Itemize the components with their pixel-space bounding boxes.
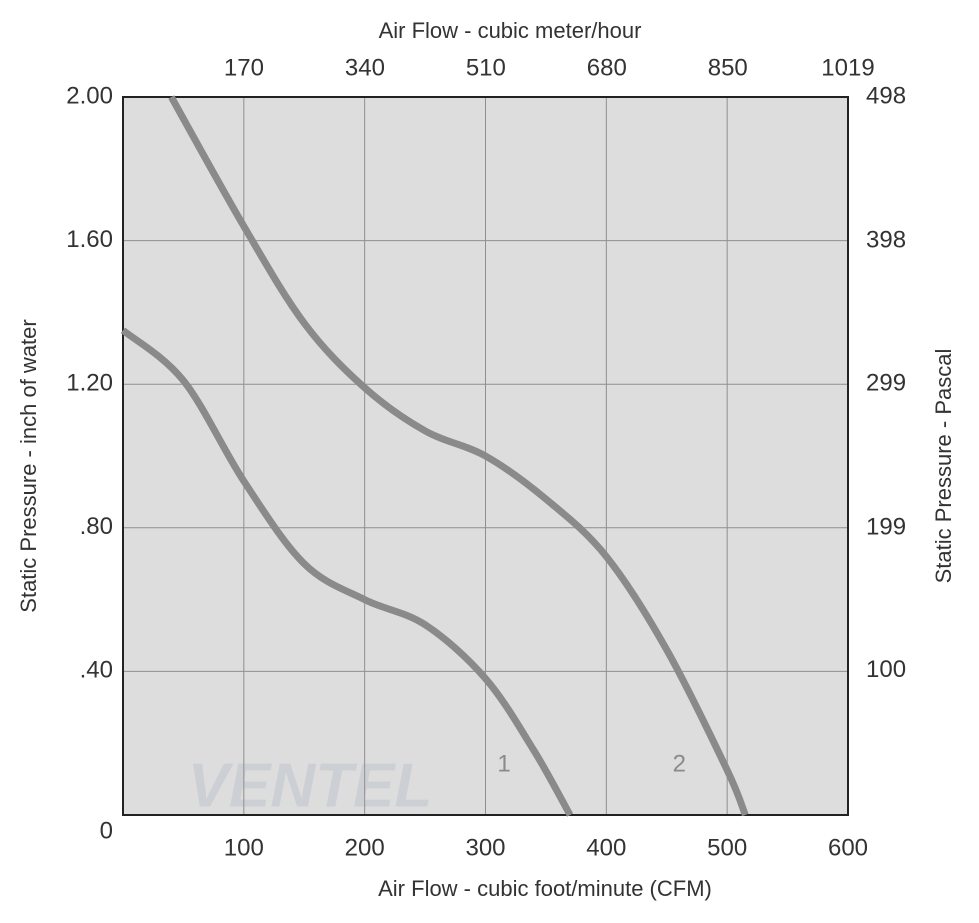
x2-tick-label: 510 bbox=[466, 54, 506, 81]
x-axis-title: Air Flow - cubic foot/minute (CFM) bbox=[378, 876, 712, 901]
line bbox=[120, 327, 574, 817]
series-label: 2 bbox=[673, 750, 686, 777]
x-tick-label: 600 bbox=[828, 834, 868, 861]
x-tick-label: 200 bbox=[345, 834, 385, 861]
x2-tick-label: 850 bbox=[708, 54, 748, 81]
line bbox=[168, 95, 749, 817]
plot-frame bbox=[122, 96, 849, 816]
y2-axis-title: Static Pressure - Pascal bbox=[931, 349, 956, 584]
x2-tick-label: 170 bbox=[224, 54, 264, 81]
x2-tick-label: 1019 bbox=[821, 54, 874, 81]
x2-tick-label: 340 bbox=[345, 54, 385, 81]
y2-tick-label: 100 bbox=[866, 656, 906, 683]
x2-axis-title: Air Flow - cubic meter/hour bbox=[379, 18, 642, 43]
watermark: VENTEL bbox=[188, 751, 433, 820]
y-tick-label: 0 bbox=[100, 817, 113, 844]
y-tick-label: 1.20 bbox=[66, 370, 113, 397]
y-tick-label: .40 bbox=[80, 657, 113, 684]
y-tick-label: 1.60 bbox=[66, 226, 113, 253]
x-tick-label: 100 bbox=[224, 834, 264, 861]
x-tick-label: 400 bbox=[586, 834, 626, 861]
x-tick-label: 500 bbox=[707, 834, 747, 861]
y2-tick-label: 299 bbox=[866, 369, 906, 396]
y-axis-title: Static Pressure - inch of water bbox=[16, 319, 41, 612]
x-tick-label: 300 bbox=[465, 834, 505, 861]
y2-tick-label: 498 bbox=[866, 82, 906, 109]
x2-tick-label: 680 bbox=[587, 54, 627, 81]
y2-tick-label: 398 bbox=[866, 227, 906, 254]
y-tick-label: 2.00 bbox=[66, 82, 113, 109]
y2-tick-label: 199 bbox=[866, 513, 906, 540]
y-tick-label: .80 bbox=[80, 513, 113, 540]
series-label: 1 bbox=[497, 750, 510, 777]
